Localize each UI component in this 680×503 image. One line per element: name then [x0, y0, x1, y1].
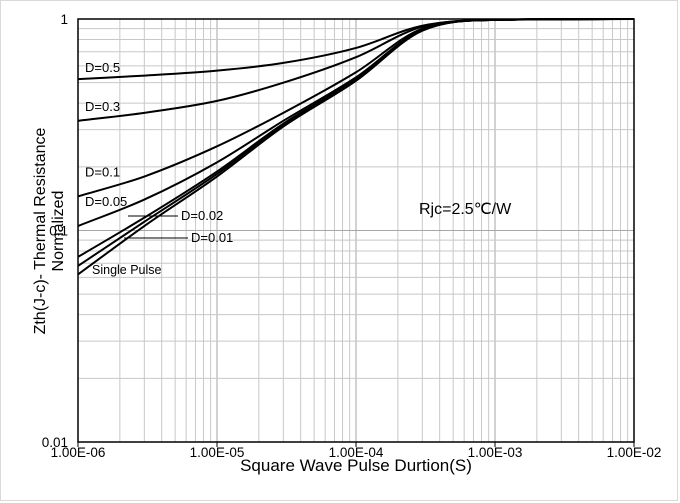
x-axis-label: Square Wave Pulse Durtion(S) — [240, 456, 472, 475]
series-label-d-0-3: D=0.3 — [85, 99, 120, 114]
curve-single-pulse — [77, 18, 635, 276]
series-label-d-0-5: D=0.5 — [85, 60, 120, 75]
series-label-single-pulse: Single Pulse — [92, 263, 162, 277]
x-tick-label: 1.00E-04 — [329, 445, 384, 460]
grid — [77, 19, 634, 443]
tick-labels: 1.00E-06 1.00E-05 1.00E-04 1.00E-03 1.00E-02… — [42, 12, 662, 460]
y-tick-label: 0.1 — [49, 224, 68, 239]
x-tick-label: 1.00E-06 — [51, 445, 106, 460]
series-labels: D=0.5 D=0.3 D=0.1 D=0.05 D=0.02 D=0.01 Single … — [85, 60, 233, 277]
series-label-d-0-01: D=0.01 — [191, 230, 233, 245]
x-tick-label: 1.00E-02 — [607, 445, 662, 460]
x-tick-label: 1.00E-05 — [190, 445, 245, 460]
y-axis-label-normalized: Normalized — [50, 191, 67, 272]
y-tick-label: 1 — [60, 12, 68, 27]
rjc-annotation: Rjc=2.5℃/W — [419, 201, 512, 218]
series-label-d-0-05: D=0.05 — [85, 194, 127, 209]
y-axis-label: Zth(J-c)- Thermal Resistance — [32, 127, 49, 334]
curves — [77, 18, 635, 276]
x-tick-label: 1.00E-03 — [468, 445, 523, 460]
series-label-d-0-02: D=0.02 — [181, 208, 223, 223]
series-label-d-0-1: D=0.1 — [85, 164, 120, 179]
y-tick-label: 0.01 — [42, 435, 68, 450]
